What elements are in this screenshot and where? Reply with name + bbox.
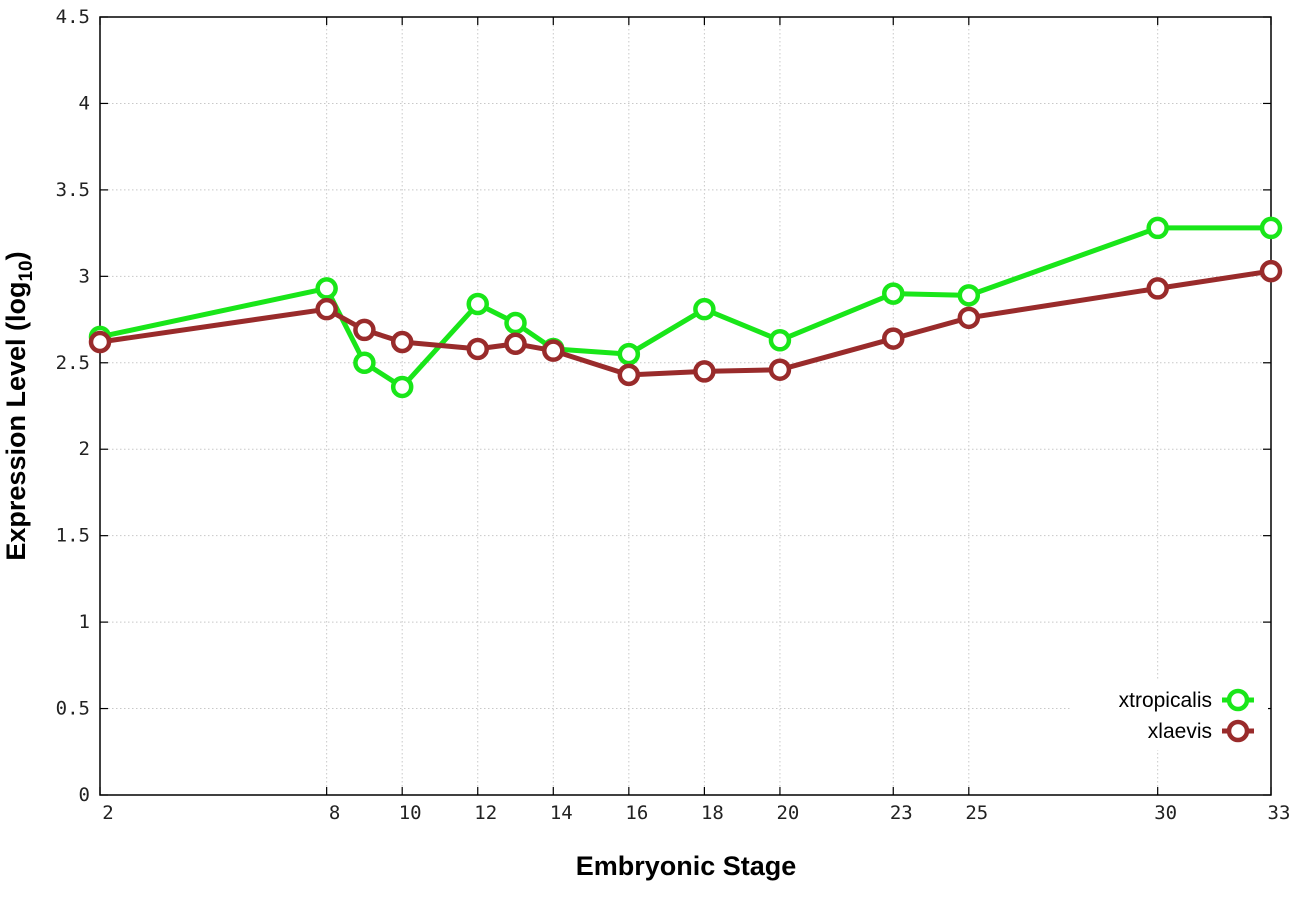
y-tick-label: 1.5 [56,525,90,547]
y-tick-label: 3 [79,265,90,287]
data-point-xlaevis [617,363,641,387]
legend-label-xlaevis: xlaevis [1148,720,1212,743]
series-line-xtropicalis [99,225,1271,390]
x-tick-label: 12 [474,802,497,824]
x-tick-label: 10 [399,802,422,824]
plot-frame [99,16,1272,796]
x-tick-label: 14 [550,802,573,824]
x-tick-label: 23 [890,802,913,824]
grid-lines [100,17,1271,795]
y-tick-label: 4 [79,92,90,114]
x-tick-label: 33 [1268,802,1291,824]
y-tick-label: 4.5 [56,6,90,28]
data-point-xlaevis [542,339,565,362]
x-tick-label: 2 [102,802,113,824]
data-point-xtropicalis [390,375,414,399]
data-point-xlaevis [693,360,716,383]
data-point-xtropicalis [693,297,716,321]
data-point-xtropicalis [882,282,905,305]
legend-label-xtropicalis: xtropicalis [1119,689,1212,712]
y-axis-tick-labels: 0 0.5 1 1.5 2 2.5 3 3.5 4 4.5 [56,6,90,806]
x-tick-label: 30 [1154,802,1177,824]
legend-marker-xlaevis [1226,719,1250,743]
data-point-xlaevis [315,297,338,321]
data-point-xtropicalis [466,292,489,316]
data-point-xtropicalis [353,351,376,375]
data-point-xlaevis [353,318,376,342]
x-tick-label: 20 [776,802,799,824]
axis-ticks [99,16,1272,796]
data-point-xlaevis [88,330,112,354]
data-point-xlaevis [466,337,489,361]
data-point-xtropicalis [1259,216,1283,240]
y-tick-label: 2 [79,438,90,460]
legend: xtropicalis xlaevis [1072,680,1268,750]
y-axis-title-main: Expression Level (log [1,282,31,561]
data-point-xtropicalis [768,329,792,352]
data-point-xlaevis [504,332,527,356]
x-tick-label: 8 [329,802,340,824]
data-point-xtropicalis [957,284,981,307]
x-axis-title: Embryonic Stage [576,851,797,881]
data-point-xtropicalis [504,311,527,335]
data-point-xlaevis [1259,259,1283,283]
data-point-xtropicalis [617,342,641,366]
x-tick-label: 25 [965,802,988,824]
data-point-xlaevis [882,327,905,350]
x-tick-label: 16 [625,802,648,824]
data-point-xtropicalis [1146,216,1169,240]
y-axis-title-subscript: 10 [16,260,37,281]
series-xlaevis [88,259,1283,387]
data-point-xlaevis [768,358,792,381]
series-xtropicalis [88,216,1283,399]
y-tick-label: 0.5 [56,698,90,720]
y-axis-title-close: ) [1,251,31,260]
x-tick-label: 18 [701,802,724,824]
y-tick-label: 0 [79,784,90,806]
data-point-xlaevis [957,306,981,330]
series-layer [88,216,1283,399]
y-tick-label: 3.5 [56,179,90,201]
y-tick-label: 2.5 [56,352,90,374]
y-tick-label: 1 [79,611,90,633]
x-axis-tick-labels: 2 8 10 12 14 16 18 20 23 25 30 33 [102,802,1290,824]
y-axis-title: Expression Level (log10) [1,251,37,560]
data-point-xlaevis [390,330,414,354]
legend-marker-xtropicalis [1226,688,1250,712]
data-point-xtropicalis [315,277,338,300]
data-point-xlaevis [1146,277,1169,300]
